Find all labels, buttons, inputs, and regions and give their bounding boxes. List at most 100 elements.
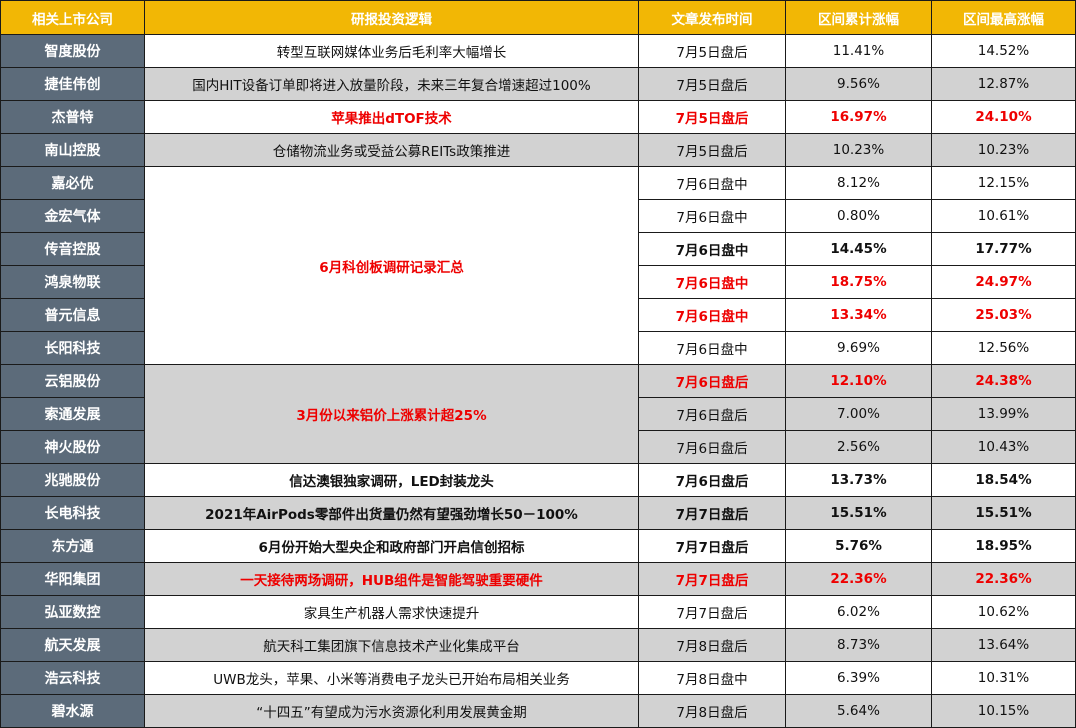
cumulative-gain: 14.45% — [785, 232, 932, 266]
publish-time: 7月6日盘后 — [638, 364, 786, 398]
cumulative-gain: 11.41% — [785, 34, 932, 68]
company-name: 南山控股 — [0, 133, 145, 167]
max-gain: 13.64% — [931, 628, 1076, 662]
max-gain: 14.52% — [931, 34, 1076, 68]
max-gain: 12.56% — [931, 331, 1076, 365]
table-row: 东方通 6月份开始大型央企和政府部门开启信创招标 7月7日盘后 5.76% 18… — [0, 529, 1076, 563]
table-row: 杰普特 苹果推出dTOF技术 7月5日盘后 16.97% 24.10% — [0, 100, 1076, 134]
table-row: 长电科技 2021年AirPods零部件出货量仍然有望强劲增长50－100% 7… — [0, 496, 1076, 530]
cumulative-gain: 15.51% — [785, 496, 932, 530]
company-name: 长阳科技 — [0, 331, 145, 365]
research-logic: 苹果推出dTOF技术 — [144, 100, 639, 134]
table-row: 嘉必优 6月科创板调研记录汇总 7月6日盘中 8.12% 12.15% — [0, 166, 1076, 365]
cumulative-gain: 5.64% — [785, 694, 932, 728]
research-logic: 6月份开始大型央企和政府部门开启信创招标 — [144, 529, 639, 563]
table-header-row: 相关上市公司 研报投资逻辑 文章发布时间 区间累计涨幅 区间最高涨幅 — [0, 0, 1076, 35]
max-gain: 10.43% — [931, 430, 1076, 464]
table-row: 兆驰股份 信达澳银独家调研，LED封装龙头 7月6日盘后 13.73% 18.5… — [0, 463, 1076, 497]
research-logic: 转型互联网媒体业务后毛利率大幅增长 — [144, 34, 639, 68]
max-gain: 15.51% — [931, 496, 1076, 530]
cumulative-gain: 6.39% — [785, 661, 932, 695]
cumulative-gain: 9.69% — [785, 331, 932, 365]
table-row: 浩云科技 UWB龙头，苹果、小米等消费电子龙头已开始布局相关业务 7月8日盘中 … — [0, 661, 1076, 695]
publish-time: 7月6日盘后 — [638, 430, 786, 464]
publish-time: 7月6日盘后 — [638, 397, 786, 431]
max-gain: 12.87% — [931, 67, 1076, 101]
research-logic: 仓储物流业务或受益公募REITs政策推进 — [144, 133, 639, 167]
cumulative-gain: 22.36% — [785, 562, 932, 596]
company-name: 兆驰股份 — [0, 463, 145, 497]
publish-time: 7月7日盘后 — [638, 496, 786, 530]
cumulative-gain: 12.10% — [785, 364, 932, 398]
header-cum-gain: 区间累计涨幅 — [785, 0, 932, 35]
table-row: 弘亚数控 家具生产机器人需求快速提升 7月7日盘后 6.02% 10.62% — [0, 595, 1076, 629]
header-company: 相关上市公司 — [0, 0, 145, 35]
max-gain: 22.36% — [931, 562, 1076, 596]
publish-time: 7月5日盘后 — [638, 34, 786, 68]
max-gain: 10.61% — [931, 199, 1076, 233]
table-row: 南山控股 仓储物流业务或受益公募REITs政策推进 7月5日盘后 10.23% … — [0, 133, 1076, 167]
max-gain: 13.99% — [931, 397, 1076, 431]
publish-time: 7月6日盘中 — [638, 331, 786, 365]
cumulative-gain: 8.12% — [785, 166, 932, 200]
header-time: 文章发布时间 — [638, 0, 786, 35]
table-row: 智度股份 转型互联网媒体业务后毛利率大幅增长 7月5日盘后 11.41% 14.… — [0, 34, 1076, 68]
research-logic: 航天科工集团旗下信息技术产业化集成平台 — [144, 628, 639, 662]
company-name: 神火股份 — [0, 430, 145, 464]
publish-time: 7月6日盘后 — [638, 463, 786, 497]
max-gain: 24.10% — [931, 100, 1076, 134]
research-logic: 家具生产机器人需求快速提升 — [144, 595, 639, 629]
publish-time: 7月8日盘后 — [638, 694, 786, 728]
company-name: 杰普特 — [0, 100, 145, 134]
research-logic: 国内HIT设备订单即将进入放量阶段，未来三年复合增速超过100% — [144, 67, 639, 101]
cumulative-gain: 9.56% — [785, 67, 932, 101]
research-logic: 2021年AirPods零部件出货量仍然有望强劲增长50－100% — [144, 496, 639, 530]
publish-time: 7月6日盘中 — [638, 199, 786, 233]
publish-time: 7月7日盘后 — [638, 595, 786, 629]
table-row: 捷佳伟创 国内HIT设备订单即将进入放量阶段，未来三年复合增速超过100% 7月… — [0, 67, 1076, 101]
cumulative-gain: 16.97% — [785, 100, 932, 134]
research-logic: “十四五”有望成为污水资源化利用发展黄金期 — [144, 694, 639, 728]
table-row: 鸿泉物联 7月6日盘中 18.75% 24.97% — [0, 265, 1076, 299]
max-gain: 18.54% — [931, 463, 1076, 497]
research-logic: 一天接待两场调研，HUB组件是智能驾驶重要硬件 — [144, 562, 639, 596]
table-row: 航天发展 航天科工集团旗下信息技术产业化集成平台 7月8日盘后 8.73% 13… — [0, 628, 1076, 662]
header-max-gain: 区间最高涨幅 — [931, 0, 1076, 35]
publish-time: 7月6日盘中 — [638, 298, 786, 332]
research-logic: UWB龙头，苹果、小米等消费电子龙头已开始布局相关业务 — [144, 661, 639, 695]
company-name: 碧水源 — [0, 694, 145, 728]
research-logic: 信达澳银独家调研，LED封装龙头 — [144, 463, 639, 497]
table-row: 索通发展 7月6日盘后 7.00% 13.99% — [0, 397, 1076, 431]
company-name: 智度股份 — [0, 34, 145, 68]
table-row: 华阳集团 一天接待两场调研，HUB组件是智能驾驶重要硬件 7月7日盘后 22.3… — [0, 562, 1076, 596]
cumulative-gain: 6.02% — [785, 595, 932, 629]
cumulative-gain: 2.56% — [785, 430, 932, 464]
table-row: 神火股份 7月6日盘后 2.56% 10.43% — [0, 430, 1076, 464]
table-row: 普元信息 7月6日盘中 13.34% 25.03% — [0, 298, 1076, 332]
table-row: 云铝股份 3月份以来铝价上涨累计超25% 7月6日盘后 12.10% 24.38… — [0, 364, 1076, 464]
max-gain: 18.95% — [931, 529, 1076, 563]
company-name: 嘉必优 — [0, 166, 145, 200]
company-name: 普元信息 — [0, 298, 145, 332]
cumulative-gain: 10.23% — [785, 133, 932, 167]
company-name: 浩云科技 — [0, 661, 145, 695]
publish-time: 7月5日盘后 — [638, 133, 786, 167]
company-name: 传音控股 — [0, 232, 145, 266]
header-logic: 研报投资逻辑 — [144, 0, 639, 35]
company-name: 云铝股份 — [0, 364, 145, 398]
publish-time: 7月6日盘中 — [638, 265, 786, 299]
table-row: 碧水源 “十四五”有望成为污水资源化利用发展黄金期 7月8日盘后 5.64% 1… — [0, 694, 1076, 728]
company-name: 捷佳伟创 — [0, 67, 145, 101]
max-gain: 24.38% — [931, 364, 1076, 398]
table-row: 金宏气体 7月6日盘中 0.80% 10.61% — [0, 199, 1076, 233]
cumulative-gain: 13.34% — [785, 298, 932, 332]
table-row: 长阳科技 7月6日盘中 9.69% 12.56% — [0, 331, 1076, 365]
company-name: 华阳集团 — [0, 562, 145, 596]
cumulative-gain: 18.75% — [785, 265, 932, 299]
research-logic: 6月科创板调研记录汇总 — [144, 166, 639, 365]
publish-time: 7月6日盘中 — [638, 232, 786, 266]
company-name: 弘亚数控 — [0, 595, 145, 629]
research-logic: 3月份以来铝价上涨累计超25% — [144, 364, 639, 464]
publish-time: 7月8日盘后 — [638, 628, 786, 662]
